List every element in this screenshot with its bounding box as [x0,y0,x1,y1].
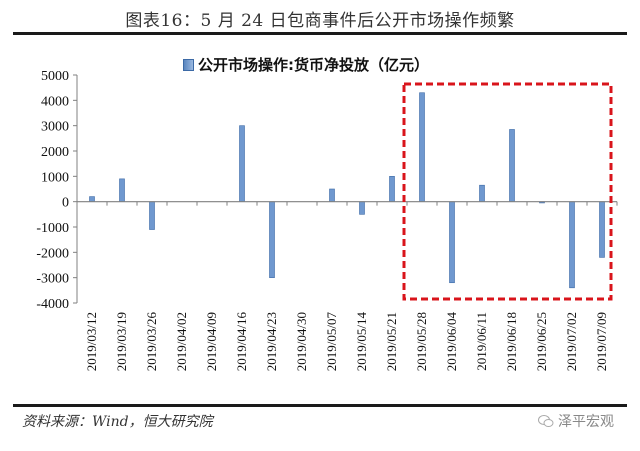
bar [89,196,95,202]
highlight-box [402,82,613,301]
y-tick-label: -2000 [36,246,69,261]
bar-chart: 5000 4000 3000 2000 1000 0 -1000 -2000 -3000 -400… [36,69,618,372]
bars [89,92,605,289]
top-rule [13,32,627,35]
legend-label: 公开市场操作:货币净投放（亿元） [198,56,430,74]
x-tick-label: 2019/06/25 [534,312,549,371]
bar [239,125,245,202]
y-tick-label: 5000 [41,69,69,84]
x-tick-label: 2019/07/02 [564,312,579,371]
y-tick-label: -1000 [36,221,69,236]
x-tick-label: 2019/06/18 [504,312,519,371]
bar [479,184,485,202]
x-tick-label: 2019/07/09 [594,312,609,371]
bottom-rule [13,404,627,407]
watermark-text: 泽平宏观 [558,414,614,430]
y-tick-label: 4000 [41,94,69,109]
x-tick-label: 2019/05/28 [414,312,429,371]
x-tick-label: 2019/04/16 [234,312,249,372]
source-note: 资料来源：Wind，恒大研究院 [22,414,213,430]
y-axis: 5000 4000 3000 2000 1000 0 -1000 -2000 -3000 -400… [36,69,78,312]
figure-title: 图表16：5 月 24 日包商事件后公开市场操作频繁 [125,11,515,31]
y-tick-label: 3000 [41,120,69,135]
bar [359,201,365,215]
y-tick-label: 1000 [41,170,69,185]
legend-swatch-icon [183,58,194,71]
bar [569,201,575,289]
bar [389,176,395,202]
x-tick-label: 2019/05/07 [324,312,339,372]
wechat-icon [538,415,554,427]
bar [329,188,335,202]
bar [119,178,125,202]
x-tick-label: 2019/04/02 [174,312,189,371]
x-tick-label: 2019/03/12 [84,312,99,371]
watermark: 泽平宏观 [538,411,614,431]
chart-legend: 公开市场操作:货币净投放（亿元） [183,54,429,75]
x-tick-label: 2019/04/30 [294,312,309,371]
bar [419,92,425,202]
bar [599,201,605,258]
x-tick-label: 2019/05/21 [384,312,399,371]
x-tick-label: 2019/05/14 [354,312,369,372]
x-tick-label: 2019/04/09 [204,312,219,371]
x-tick-label: 2019/06/11 [474,312,489,371]
bar [269,201,275,278]
bar [149,201,155,230]
x-tick-label: 2019/06/04 [444,312,459,372]
bar [449,201,455,284]
x-tick-label: 2019/04/23 [264,312,279,371]
y-tick-label: 0 [62,196,69,211]
bar [509,129,515,202]
y-tick-label: -4000 [36,297,69,312]
y-tick-label: -3000 [36,272,69,287]
y-tick-label: 2000 [41,145,69,160]
x-axis: 2019/03/12 2019/03/19 2019/03/26 2019/04/02… [77,201,618,372]
x-tick-label: 2019/03/19 [114,312,129,371]
x-tick-label: 2019/03/26 [144,312,159,372]
